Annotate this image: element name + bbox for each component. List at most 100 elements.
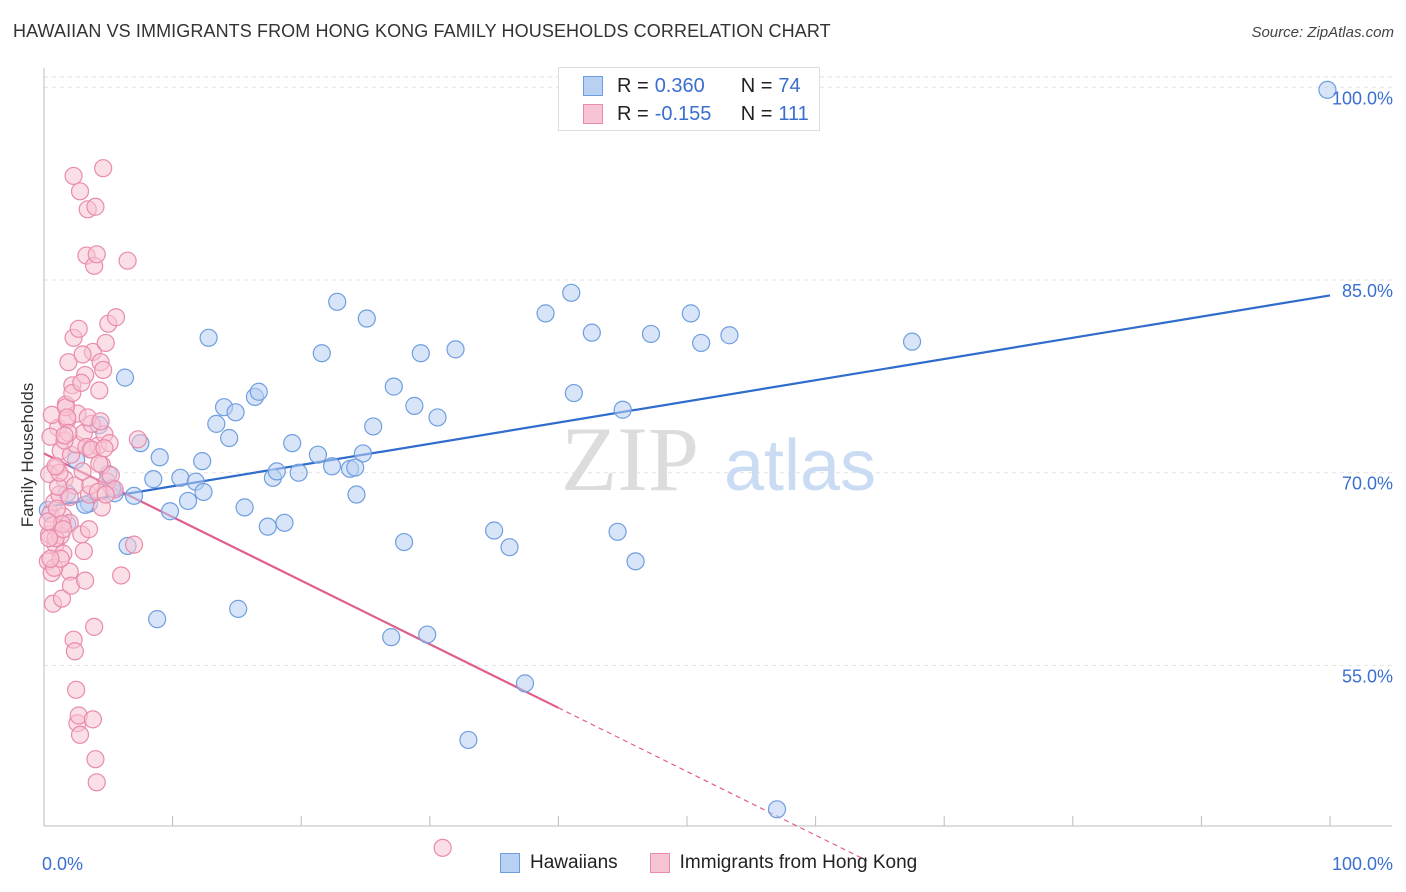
series-legend: Hawaiians Immigrants from Hong Kong xyxy=(500,852,949,874)
hawaiians-point xyxy=(536,304,555,323)
hawaiians-point xyxy=(199,328,218,347)
hongkong-point xyxy=(90,381,109,400)
hongkong-point xyxy=(94,159,113,178)
hongkong-point xyxy=(64,166,83,186)
hongkong-point xyxy=(112,566,131,585)
hawaiians-point xyxy=(220,428,239,448)
hongkong-point xyxy=(90,454,109,473)
legend-r-value: -0.155 xyxy=(654,102,712,125)
hongkong-point xyxy=(55,426,74,445)
hongkong-point xyxy=(106,308,126,327)
hawaiians-point xyxy=(124,486,144,505)
hawaiians-point xyxy=(150,448,169,467)
hawaiians-point xyxy=(171,468,190,487)
hawaiians-point xyxy=(148,610,167,629)
hawaiians-point xyxy=(384,377,403,396)
hongkong-point xyxy=(76,571,95,590)
hongkong-point xyxy=(70,182,90,201)
hongkong-point xyxy=(60,488,79,507)
hawaiians-point xyxy=(144,470,163,489)
watermark-atlas: atlas xyxy=(724,426,876,506)
hawaiians-point xyxy=(394,532,414,552)
hawaiians-point xyxy=(312,344,331,363)
legend-swatch-blue xyxy=(500,853,520,873)
hawaiians-point xyxy=(347,485,366,504)
hongkong-point xyxy=(52,589,72,608)
legend-row-hongkong: R = -0.155 N = 111 xyxy=(583,102,809,126)
hawaiians-point xyxy=(229,599,248,618)
hongkong-point xyxy=(87,773,106,792)
legend-r-label: R = xyxy=(617,102,649,125)
axes xyxy=(43,68,1392,827)
hawaiians-point xyxy=(767,800,787,819)
y-tick-label: 100.0% xyxy=(1332,88,1393,108)
legend-item-hawaiians: Hawaiians xyxy=(500,852,618,874)
hongkong-point xyxy=(73,462,92,481)
legend-n-label: N = xyxy=(740,102,773,125)
hongkong-point xyxy=(41,549,60,568)
hawaiians-point xyxy=(308,445,328,464)
hawaiians-point xyxy=(720,326,739,345)
legend-n-value: 111 xyxy=(778,102,809,125)
legend-r-label: R = xyxy=(617,74,649,97)
hawaiians-point xyxy=(226,403,245,422)
hongkong-point xyxy=(69,319,88,338)
hongkong-trend-extension xyxy=(558,707,868,862)
hawaiians-point xyxy=(328,292,347,311)
hongkong-point xyxy=(40,529,59,548)
hongkong-point xyxy=(79,520,99,539)
watermark-zip: ZIP xyxy=(561,408,699,510)
hawaiians-point xyxy=(258,517,277,536)
hawaiians-point xyxy=(346,458,365,477)
x-tick-label: 0.0% xyxy=(42,854,83,874)
hawaiians-trend-line xyxy=(43,294,1331,509)
hawaiians-point xyxy=(275,513,294,532)
hawaiians-point xyxy=(405,396,424,415)
hongkong-point xyxy=(118,251,137,270)
trend-lines xyxy=(43,294,1331,862)
legend-n-value: 74 xyxy=(778,74,801,97)
hawaiians-point xyxy=(500,538,519,557)
legend-swatch-pink xyxy=(583,104,603,124)
legend-label-hongkong: Immigrants from Hong Kong xyxy=(679,852,918,873)
hongkong-point xyxy=(91,412,110,431)
hawaiians-point xyxy=(613,400,632,419)
hongkong-point xyxy=(59,353,78,372)
legend-item-hongkong: Immigrants from Hong Kong xyxy=(649,852,918,874)
hawaiians-point xyxy=(681,304,700,323)
hawaiians-point xyxy=(692,333,711,353)
hawaiians-point xyxy=(582,323,601,342)
hongkong-point xyxy=(65,642,84,661)
source-label: Source: ZipAtlas.com xyxy=(1251,24,1394,41)
legend-swatch-blue xyxy=(583,76,603,96)
y-tick-label: 85.0% xyxy=(1342,281,1393,301)
hawaiians-point xyxy=(160,502,180,521)
hongkong-point xyxy=(58,408,77,427)
hawaiians-point xyxy=(626,552,645,571)
hawaiians-point xyxy=(902,332,922,351)
gridlines xyxy=(44,76,1392,666)
hawaiians-point xyxy=(194,482,213,502)
tick-labels: 55.0% 70.0% 85.0% 100.0% 0.0% 100.0% xyxy=(42,88,1393,874)
hawaiians-point xyxy=(1318,80,1337,99)
hongkong-point xyxy=(96,485,115,504)
legend-n-label: N = xyxy=(740,74,773,97)
hongkong-point xyxy=(85,617,104,636)
legend-r-value: 0.360 xyxy=(654,74,705,97)
hawaiians-point xyxy=(249,382,268,401)
hongkong-point xyxy=(72,373,91,392)
hongkong-point xyxy=(46,457,65,476)
hongkong-point xyxy=(96,333,115,353)
y-tick-label: 70.0% xyxy=(1342,474,1393,494)
legend-label-hawaiians: Hawaiians xyxy=(530,852,618,873)
hongkong-point xyxy=(70,725,90,744)
hawaiians-point xyxy=(193,452,212,471)
hongkong-point xyxy=(94,360,113,380)
legend-row-hawaiians: R = 0.360 N = 74 xyxy=(583,74,801,98)
hongkong-point xyxy=(74,541,93,561)
hawaiians-point xyxy=(562,283,581,302)
hawaiians-point xyxy=(267,462,286,481)
legend-swatch-pink xyxy=(649,853,670,873)
stats-legend: R = 0.360 N = 74 R = -0.155 N = 111 xyxy=(558,67,820,131)
